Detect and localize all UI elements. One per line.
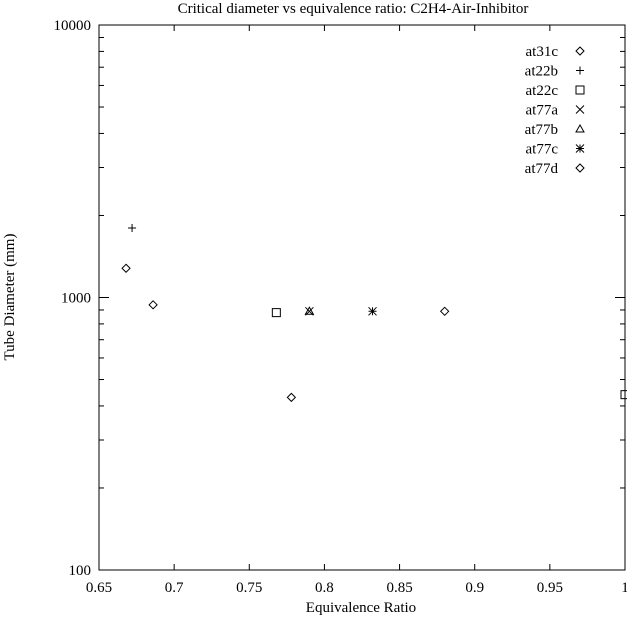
x-tick-label: 1 [621, 580, 627, 596]
legend-label: at77d [525, 161, 559, 177]
legend-label: at77a [526, 103, 559, 119]
legend-marker-at31c [575, 46, 585, 56]
y-tick-label: 1000 [61, 291, 91, 307]
legend-marker-at77d [575, 163, 585, 173]
data-point-at22c [620, 390, 627, 400]
x-tick-label: 0.75 [236, 580, 262, 596]
x-tick-label: 0.7 [165, 580, 184, 596]
y-axis-label: Tube Diameter (mm) [2, 234, 18, 361]
data-point-at77c [368, 306, 377, 316]
x-tick-label: 0.9 [465, 580, 484, 596]
y-tick-label: 100 [69, 563, 92, 579]
legend-marker-at22b [576, 66, 584, 75]
x-tick-label: 0.65 [86, 580, 112, 596]
legend-marker-at22c [575, 85, 585, 95]
x-tick-label: 0.85 [386, 580, 412, 596]
legend-label: at31c [526, 44, 559, 60]
legend-label: at77b [525, 122, 558, 138]
data-point-at77d [286, 392, 297, 403]
data-point-at77b [304, 306, 315, 315]
legend-marker-at77a [575, 105, 585, 114]
legend-label: at22c [526, 83, 559, 99]
data-point-at22c [271, 308, 281, 318]
legend-label: at77c [526, 142, 559, 158]
data-point-at31c [439, 306, 450, 316]
legend: at31c at22b at22c at77a at77b at77c at77d [525, 44, 585, 177]
data-points [121, 223, 627, 403]
data-point-at22b [128, 223, 137, 232]
chart-title: Critical diameter vs equivalence ratio: … [178, 1, 529, 17]
x-tick-label: 0.95 [537, 580, 563, 596]
y-axis-ticks: 100 1000 10000 [54, 18, 625, 579]
x-tick-label: 0.8 [315, 580, 334, 596]
x-axis-label: Equivalence Ratio [306, 600, 416, 616]
y-tick-label: 10000 [54, 18, 92, 34]
data-point-at77d [148, 300, 158, 310]
legend-marker-at77b [575, 123, 585, 133]
legend-label: at22b [525, 64, 558, 80]
data-point-at77d [121, 263, 131, 273]
legend-marker-at77c [575, 144, 585, 153]
x-axis-ticks: 0.65 0.7 0.75 0.8 0.85 0.9 0.95 1 [86, 25, 627, 596]
